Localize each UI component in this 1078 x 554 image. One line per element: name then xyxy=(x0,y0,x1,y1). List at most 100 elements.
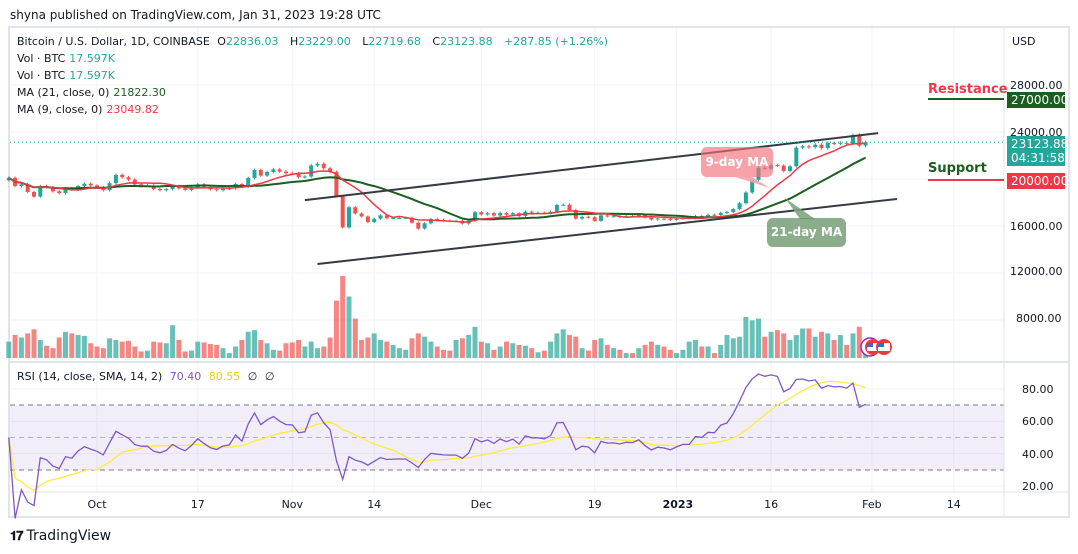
open-value: 22836.03 xyxy=(225,35,279,48)
candle-body xyxy=(580,216,585,219)
volume-bar xyxy=(812,336,818,358)
volume-bar xyxy=(756,318,761,358)
support-label: Support xyxy=(928,161,987,176)
time-tick: Oct xyxy=(87,498,107,511)
volume-bar xyxy=(567,335,572,358)
candle-body xyxy=(485,213,490,215)
volume-bar xyxy=(831,339,837,358)
volume-bar xyxy=(535,352,541,358)
last-price-tag: 23123.88 04:31:58 xyxy=(1007,136,1068,166)
volume-bar xyxy=(201,342,207,358)
volume-bar xyxy=(762,336,768,358)
volume-bar xyxy=(126,340,131,358)
candle-body xyxy=(252,169,257,178)
time-tick: 14 xyxy=(946,498,961,511)
indicator-ma9[interactable]: MA (9, close, 0) 23049.82 xyxy=(17,103,163,116)
volume-bar xyxy=(737,336,743,358)
volume-bar xyxy=(611,348,617,358)
candle-body xyxy=(473,212,477,221)
volume-bar xyxy=(170,325,176,358)
volume-bar xyxy=(113,339,119,358)
candle-body xyxy=(416,222,421,229)
volume-bars xyxy=(6,276,869,358)
candle-body xyxy=(302,176,307,178)
rsi-tick: 80.00 xyxy=(1022,383,1054,396)
volume-bar xyxy=(81,335,87,358)
indicator-vol-1[interactable]: Vol · BTC 17.597K xyxy=(17,52,119,65)
candle-body xyxy=(214,189,219,191)
volume-bar xyxy=(107,338,113,358)
volume-bar xyxy=(371,333,377,358)
candle-body xyxy=(775,165,780,167)
volume-bar xyxy=(365,337,371,358)
candle-body xyxy=(113,174,118,184)
volume-bar xyxy=(497,346,503,358)
volume-bar xyxy=(270,349,276,358)
candle-body xyxy=(50,187,55,192)
currency-label: USD xyxy=(1012,35,1036,48)
high-value: 23229.00 xyxy=(298,35,351,48)
candle-body xyxy=(277,169,282,172)
price-tick: 8000.00 xyxy=(1016,312,1062,325)
volume-bar xyxy=(825,333,831,358)
candle-body xyxy=(315,163,320,166)
candle-body xyxy=(611,216,616,218)
volume-bar xyxy=(592,339,598,358)
candle-body xyxy=(731,209,736,213)
volume-bar xyxy=(390,344,396,358)
volume-bar xyxy=(642,344,648,358)
rsi-legend[interactable]: RSI (14, close, SMA, 14, 2) 70.40 80.55 … xyxy=(17,370,278,383)
indicator-vol-2[interactable]: Vol · BTC 17.597K xyxy=(17,69,119,82)
candle-body xyxy=(806,146,811,148)
volume-bar xyxy=(63,331,68,358)
volume-bar xyxy=(573,336,579,358)
price-tick: 16000.00 xyxy=(1010,220,1063,233)
volume-bar xyxy=(226,353,232,358)
volume-bar xyxy=(617,349,623,358)
volume-bar xyxy=(88,343,94,358)
volume-bar xyxy=(837,335,843,358)
candle-body xyxy=(271,169,276,172)
volume-bar xyxy=(138,351,144,358)
rsi-line xyxy=(8,373,866,519)
volume-bar xyxy=(554,333,560,358)
volume-bar xyxy=(31,329,37,358)
volume-bar xyxy=(296,339,302,358)
symbol-legend: Bitcoin / U.S. Dollar, 1D, COINBASE O228… xyxy=(17,35,612,48)
volume-bar xyxy=(144,350,150,358)
candle-body xyxy=(384,215,389,219)
time-tick: Dec xyxy=(470,498,492,511)
candle-body xyxy=(309,165,314,177)
candle-body xyxy=(832,143,837,145)
candle-body xyxy=(19,184,24,187)
candle-body xyxy=(132,179,137,185)
volume-bar xyxy=(800,328,806,358)
rsi-value: 70.40 xyxy=(169,370,202,383)
rsi-extra-2: ∅ xyxy=(264,370,275,383)
candle-body xyxy=(674,218,679,220)
time-tick: 2023 xyxy=(662,498,694,511)
volume-bar xyxy=(648,341,654,358)
candle-body xyxy=(567,204,572,211)
volume-bar xyxy=(844,344,850,358)
candle-body xyxy=(95,185,99,188)
candle-body xyxy=(164,188,169,191)
volume-bar xyxy=(774,330,780,358)
volume-bar xyxy=(434,346,440,358)
volume-bar xyxy=(623,353,629,358)
resistance-label: Resistance xyxy=(928,82,1008,97)
close-label: C xyxy=(432,35,441,48)
chart-frame[interactable] xyxy=(8,26,1070,518)
candle-body xyxy=(781,165,786,172)
candle-body xyxy=(479,212,484,215)
low-label: L xyxy=(362,35,369,48)
volume-bar xyxy=(724,335,730,358)
indicator-ma21[interactable]: MA (21, close, 0) 21822.30 xyxy=(17,86,170,99)
candle-body xyxy=(359,213,364,217)
candle-body xyxy=(158,188,162,191)
rsi-tick: 40.00 xyxy=(1022,448,1054,461)
candle-body xyxy=(183,188,188,190)
tradingview-logo[interactable]: ⁠𝟏𝟕 TradingView xyxy=(10,528,111,544)
candle-body xyxy=(428,218,433,224)
